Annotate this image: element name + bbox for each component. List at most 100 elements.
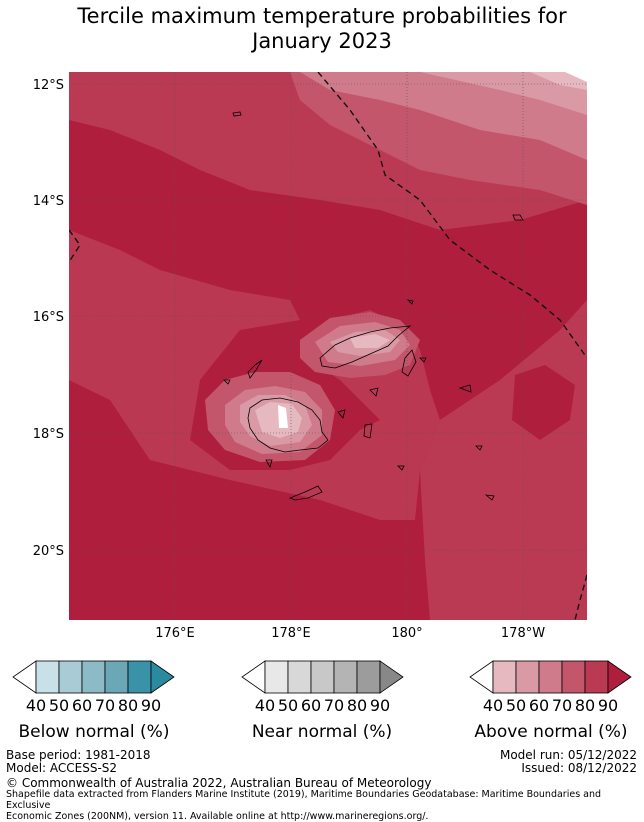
- small-island-3: [406, 299, 414, 305]
- small-island-11: [265, 459, 273, 469]
- colorbar-near: [241, 660, 404, 694]
- issued-date: Issued: 08/12/2022: [521, 761, 637, 775]
- colorbar-below-low-triangle: [12, 660, 37, 694]
- tick-label: 60: [72, 696, 92, 715]
- taveuni-island: [401, 349, 417, 377]
- vanua-levu-island: [319, 325, 412, 369]
- colorbar-near-high-triangle: [379, 660, 404, 694]
- colorbar-above-low-triangle: [469, 660, 494, 694]
- shapefile-credit-line-2: Economic Zones (200NM), version 11. Avai…: [6, 811, 429, 822]
- tick-label: 60: [529, 696, 549, 715]
- field-80-band: [69, 72, 587, 620]
- colorbar-above-ticks: 40 50 60 70 80 90: [483, 696, 618, 715]
- tick-label: 80: [118, 696, 138, 715]
- maritime-boundaries: [69, 72, 587, 620]
- tick-label: 60: [301, 696, 321, 715]
- colorbar-near-label: Near normal (%): [252, 722, 392, 742]
- colorbar-labels: Below normal (%) Near normal (%) Above n…: [19, 722, 628, 742]
- small-island-10: [458, 384, 472, 393]
- lon-labels: 176°E 178°E 180° 178°W: [155, 626, 545, 641]
- colorbar-below-label: Below normal (%): [19, 722, 170, 742]
- colorbar-above-bin-40: [492, 660, 517, 694]
- field-60: [300, 72, 587, 160]
- tick-label: 40: [26, 696, 46, 715]
- field-90-east-blob: [512, 365, 575, 440]
- tick-label: 90: [141, 696, 161, 715]
- small-island-7: [397, 465, 405, 471]
- colorbar-above: [469, 660, 632, 694]
- tick-label: 70: [95, 696, 115, 715]
- small-island-12: [223, 379, 231, 385]
- shapefile-credit-line-1: Shapefile data extracted from Flanders M…: [6, 789, 602, 811]
- small-island-4: [363, 423, 373, 439]
- colorbar-near-bin-80: [356, 660, 381, 694]
- colorbar-above-high-triangle: [607, 660, 632, 694]
- lat-label-18s: 18°S: [33, 427, 64, 442]
- coastlines: [223, 111, 524, 501]
- fiji-white: [278, 405, 288, 428]
- colorbar-below-bin-40: [35, 660, 60, 694]
- colorbar-below-bin-50: [58, 660, 83, 694]
- tick-label: 90: [598, 696, 618, 715]
- colorbar-near-ticks: 40 50 60 70 80 90: [255, 696, 390, 715]
- colorbar-near-bin-70: [333, 660, 358, 694]
- viti-levu-island: [247, 397, 329, 453]
- fiji-40: [255, 402, 302, 438]
- tick-label: 70: [552, 696, 572, 715]
- tick-label: 90: [370, 696, 390, 715]
- lon-label-178w: 178°W: [501, 626, 545, 641]
- small-island-5: [369, 387, 379, 397]
- tick-label: 80: [347, 696, 367, 715]
- field-40: [530, 72, 587, 90]
- colorbar-below-bin-60: [81, 660, 106, 694]
- lat-label-16s: 16°S: [33, 310, 64, 325]
- tick-label: 50: [49, 696, 69, 715]
- lat-label-20s: 20°S: [33, 544, 64, 559]
- colorbar-near-low-triangle: [241, 660, 266, 694]
- lat-labels: 12°S 14°S 16°S 18°S 20°S: [33, 78, 64, 559]
- tick-label: 40: [255, 696, 275, 715]
- base-period: Base period: 1981-2018: [6, 748, 151, 762]
- model-run: Model run: 05/12/2022: [499, 748, 637, 762]
- colorbar-below-high-triangle: [150, 660, 175, 694]
- lon-label-180: 180°: [391, 626, 422, 641]
- colorbar-below-bin-70: [104, 660, 129, 694]
- small-island-6: [337, 409, 346, 419]
- colorbar-near-bin-50: [287, 660, 312, 694]
- colorbar-below-ticks: 40 50 60 70 80 90: [26, 696, 161, 715]
- model-name: Model: ACCESS-S2: [6, 761, 118, 775]
- tick-label: 40: [483, 696, 503, 715]
- kadavu-island: [288, 485, 323, 501]
- colorbar-above-label: Above normal (%): [474, 722, 627, 742]
- field-50: [420, 72, 587, 115]
- field-white-corner: [565, 72, 587, 82]
- field-80-west: [69, 230, 440, 520]
- lat-label-14s: 14°S: [33, 194, 64, 209]
- title-line-2: January 2023: [252, 29, 392, 53]
- tick-label: 50: [278, 696, 298, 715]
- lon-label-176e: 176°E: [155, 626, 195, 641]
- yasawa-islands: [247, 359, 263, 379]
- small-island-9: [475, 445, 483, 451]
- chart-title: Tercile maximum temperature probabilitie…: [0, 4, 644, 54]
- probability-field: [69, 72, 587, 620]
- copyright: © Commonwealth of Australia 2022, Austra…: [6, 776, 432, 790]
- tick-label: 80: [575, 696, 595, 715]
- vanua-40: [350, 334, 390, 348]
- colorbar-above-bin-50: [515, 660, 540, 694]
- colorbar-near-bin-60: [310, 660, 335, 694]
- colorbar-near-bin-40: [264, 660, 289, 694]
- small-island-1: [232, 111, 242, 117]
- tick-label: 50: [506, 696, 526, 715]
- small-island-8: [484, 494, 495, 501]
- colorbar-below: [12, 660, 175, 694]
- small-island-2: [512, 214, 524, 221]
- shapefile-credit: Shapefile data extracted from Flanders M…: [6, 789, 638, 822]
- title-line-1: Tercile maximum temperature probabilitie…: [77, 4, 567, 28]
- tick-label: 70: [324, 696, 344, 715]
- lat-label-12s: 12°S: [33, 78, 64, 93]
- lon-label-178e: 178°E: [271, 626, 311, 641]
- colorbar-below-bin-80: [127, 660, 152, 694]
- colorbar-above-bin-80: [584, 660, 609, 694]
